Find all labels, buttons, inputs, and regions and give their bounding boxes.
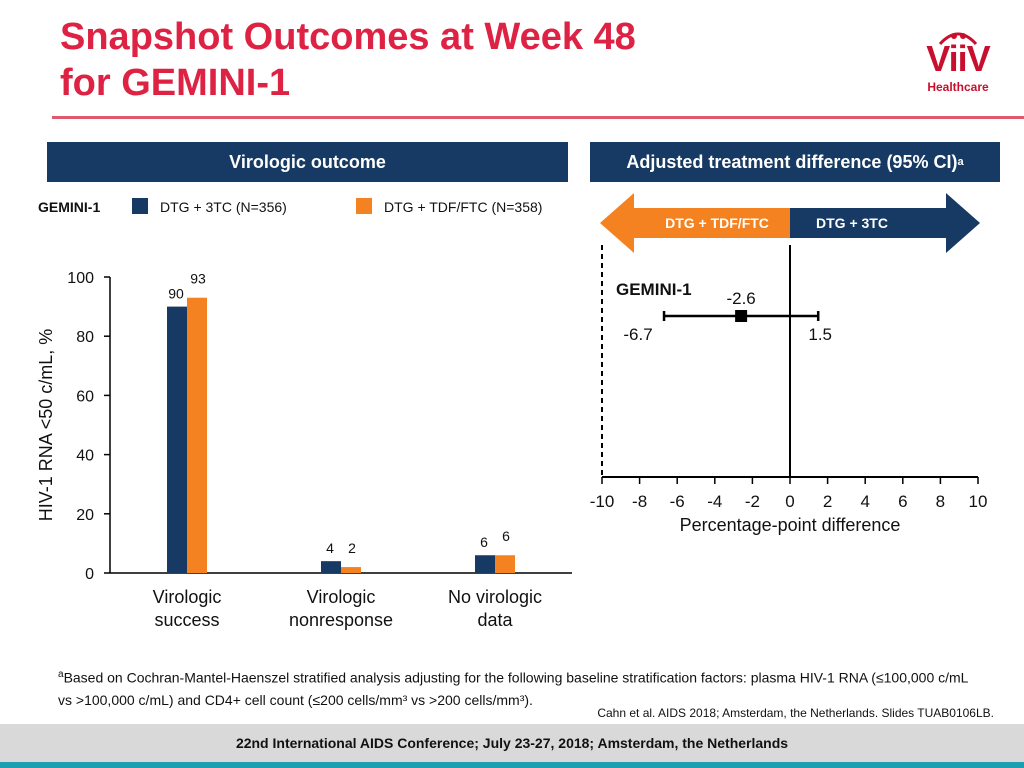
forest-study-label: GEMINI-1 bbox=[616, 280, 692, 299]
legend-swatch-dtg-tdf-ftc bbox=[356, 198, 372, 214]
source-citation: Cahn et al. AIDS 2018; Amsterdam, the Ne… bbox=[597, 706, 994, 720]
category-label: nonresponse bbox=[289, 610, 393, 630]
x-tick-label: 2 bbox=[823, 492, 832, 511]
y-tick-label: 40 bbox=[76, 448, 94, 465]
x-tick-label: 8 bbox=[936, 492, 945, 511]
logo-subtitle: Healthcare bbox=[927, 80, 989, 94]
x-tick-label: -4 bbox=[707, 492, 722, 511]
bar-value-label: 93 bbox=[190, 271, 206, 287]
virologic-outcome-header: Virologic outcome bbox=[47, 142, 568, 182]
conference-footer: 22nd International AIDS Conference; July… bbox=[235, 735, 789, 751]
legend-label-dtg-tdf-ftc: DTG + TDF/FTC (N=358) bbox=[384, 199, 543, 215]
arrow-left-orange bbox=[600, 193, 790, 253]
treatment-difference-header: Adjusted treatment difference (95% CI) a bbox=[590, 142, 1000, 182]
footnote-marker: a bbox=[58, 669, 64, 680]
x-tick-label: 4 bbox=[860, 492, 869, 511]
page-title: Snapshot Outcomes at Week 48 for GEMINI-… bbox=[60, 14, 636, 106]
legend-study-label: GEMINI-1 bbox=[38, 199, 101, 215]
ci-low-label: -6.7 bbox=[623, 325, 652, 344]
title-line-1: Snapshot Outcomes at Week 48 bbox=[60, 16, 636, 58]
y-tick-label: 80 bbox=[76, 329, 94, 346]
x-tick-label: -10 bbox=[590, 492, 615, 511]
x-tick-label: -6 bbox=[670, 492, 685, 511]
y-tick-label: 0 bbox=[85, 566, 94, 583]
favours-arrow: DTG + TDF/FTC DTG + 3TC bbox=[600, 193, 980, 253]
footer-bar: 22nd International AIDS Conference; July… bbox=[0, 724, 1024, 762]
title-line-2: for GEMINI-1 bbox=[60, 62, 291, 104]
y-tick-label: 100 bbox=[67, 270, 94, 287]
bar-value-label: 6 bbox=[480, 534, 488, 550]
footnote-text: Based on Cochran-Mantel-Haenszel stratif… bbox=[58, 669, 968, 708]
legend-swatch-dtg-3tc bbox=[132, 198, 148, 214]
x-tick-label: 6 bbox=[898, 492, 907, 511]
arrow-right-navy bbox=[790, 193, 980, 253]
category-label: No virologic bbox=[448, 587, 542, 607]
bar-value-label: 4 bbox=[326, 540, 334, 556]
virologic-outcome-bar-chart: 0 20 40 60 80 100 HIV-1 RNA <50 c/mL, % 90 93 Vir… bbox=[36, 270, 572, 630]
point-estimate bbox=[735, 310, 748, 322]
footer-accent-line bbox=[0, 762, 1024, 768]
y-tick-label: 20 bbox=[76, 507, 94, 524]
title-divider bbox=[52, 116, 1024, 119]
y-axis-label: HIV-1 RNA <50 c/mL, % bbox=[36, 329, 56, 522]
x-tick-label: -2 bbox=[745, 492, 760, 511]
x-tick-label: 10 bbox=[969, 492, 988, 511]
category-label: Virologic bbox=[153, 587, 222, 607]
bar-value-label: 6 bbox=[502, 528, 510, 544]
y-tick-label: 60 bbox=[76, 388, 94, 405]
estimate-label: -2.6 bbox=[726, 289, 755, 308]
category-label: data bbox=[477, 610, 513, 630]
legend-label-dtg-3tc: DTG + 3TC (N=356) bbox=[160, 199, 287, 215]
x-tick-label: 0 bbox=[785, 492, 794, 511]
x-axis-label: Percentage-point difference bbox=[680, 515, 901, 535]
treatment-difference-forest-plot: -10 -8 -6 -4 -2 0 2 4 6 8 10 Percentage-point diffe… bbox=[590, 245, 988, 535]
category-label: Virologic bbox=[307, 587, 376, 607]
footnote: aBased on Cochran-Mantel-Haenszel strati… bbox=[58, 664, 978, 711]
ci-high-label: 1.5 bbox=[808, 325, 832, 344]
bar-dtg-3tc bbox=[475, 555, 495, 573]
bar-dtg-3tc bbox=[321, 561, 341, 573]
bar-value-label: 2 bbox=[348, 540, 356, 556]
header-footnote-marker: a bbox=[957, 156, 964, 168]
bar-dtg-tdf-ftc bbox=[495, 555, 515, 573]
treatment-difference-title: Adjusted treatment difference (95% CI) bbox=[626, 151, 958, 172]
arrow-left-label: DTG + TDF/FTC bbox=[665, 215, 769, 231]
bar-dtg-tdf-ftc bbox=[341, 567, 361, 573]
logo-word: ViiV bbox=[926, 38, 990, 79]
bar-value-label: 90 bbox=[168, 286, 184, 302]
x-tick-label: -8 bbox=[632, 492, 647, 511]
bar-dtg-tdf-ftc bbox=[187, 297, 207, 573]
arrow-right-label: DTG + 3TC bbox=[816, 215, 888, 231]
viiv-logo: ViiV Healthcare bbox=[918, 26, 998, 96]
logo-arc-icon bbox=[938, 32, 978, 46]
category-label: success bbox=[154, 610, 219, 630]
bar-dtg-3tc bbox=[167, 306, 187, 573]
